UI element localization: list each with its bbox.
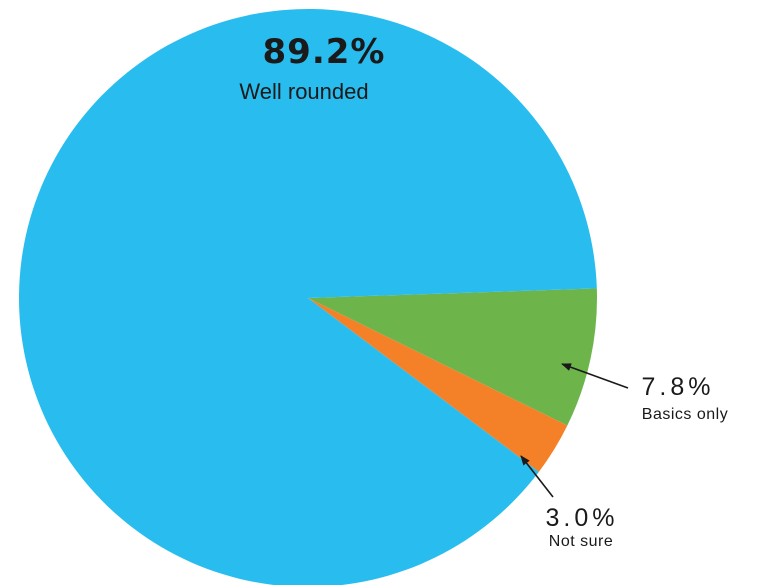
basics-only-value: 7.8% <box>642 373 715 401</box>
pie-slices <box>19 9 597 585</box>
well-rounded-slice <box>19 9 597 585</box>
well-rounded-value: 89.2% <box>263 32 386 72</box>
basics-only-slice <box>308 288 597 426</box>
not-sure-arrow <box>520 455 554 498</box>
not-sure-slice <box>308 298 568 472</box>
basics-only-label: Basics only <box>642 406 728 423</box>
not-sure-value: 3.0% <box>546 504 619 532</box>
not-sure-label: Not sure <box>549 533 613 550</box>
well-rounded-label: Well rounded <box>239 79 368 104</box>
basics-only-arrow <box>561 363 629 389</box>
